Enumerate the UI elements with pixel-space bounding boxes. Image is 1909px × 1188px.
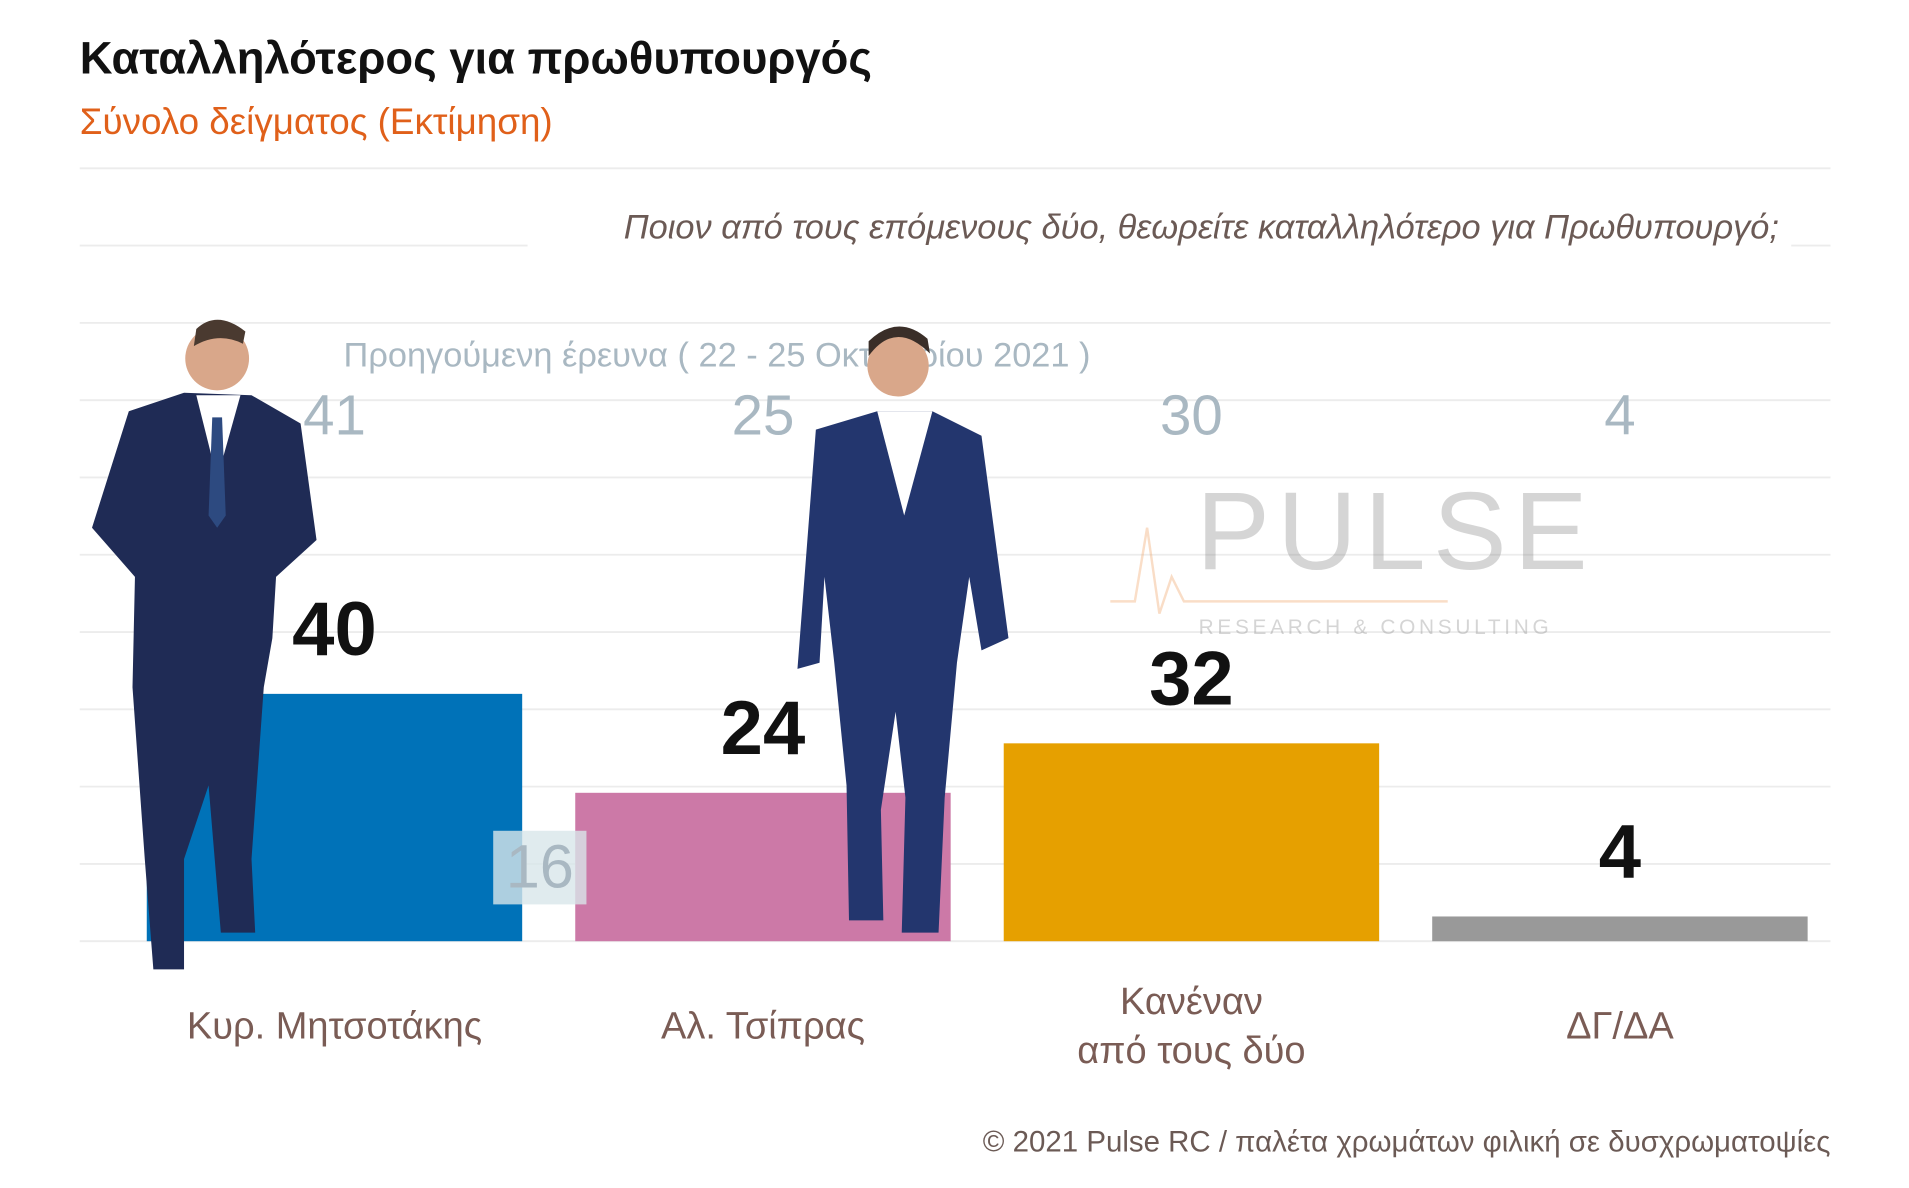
person-figure [92,319,317,970]
x-tick-label: Κυρ. Μητσοτάκης [187,1005,482,1047]
bar [575,792,951,942]
value-label: 4 [1599,810,1641,895]
annotation: 16 [506,831,574,900]
previous-value: 30 [1160,384,1223,447]
bars: 40 41 24 25 32 30 4 4 [146,384,1808,942]
footer: © 2021 Pulse RC / παλέτα χρωμάτων φιλική… [983,1125,1831,1158]
previous-value: 25 [732,384,795,447]
watermark: PULSE RESEARCH & CONSULTING [1110,470,1595,639]
question: Ποιον από τους επόμενους δύο, θεωρείτε κ… [624,209,1779,247]
value-label: 24 [721,686,806,771]
annotation-bg [493,830,587,905]
x-tick-label: ΔΓ/ΔΑ [1566,1005,1674,1047]
value-label: 40 [292,587,377,672]
chart-subtitle: Σύνολο δείγματος (Εκτίμηση) [80,101,553,142]
previous-label: Προηγούμενη έρευνα ( 22 - 25 Οκτωβρίου 2… [344,336,1091,374]
person-figure [797,326,1009,933]
watermark-logo: PULSE [1196,470,1595,593]
watermark-pulse [1110,527,1448,615]
bar [1432,916,1808,942]
x-tick-label: από τους δύο [1077,1030,1305,1072]
value-label: 32 [1149,637,1234,722]
previous-value: 4 [1604,384,1635,447]
chart-title: Καταλληλότερος για πρωθυπουργός [80,33,872,84]
question-bg [527,202,1792,258]
bar [1003,743,1380,942]
watermark-tagline: RESEARCH & CONSULTING [1199,616,1553,639]
previous-value: 41 [303,384,366,447]
x-tick-label: Κανέναν [1120,981,1263,1023]
x-tick-label: Αλ. Τσίπρας [661,1005,865,1047]
